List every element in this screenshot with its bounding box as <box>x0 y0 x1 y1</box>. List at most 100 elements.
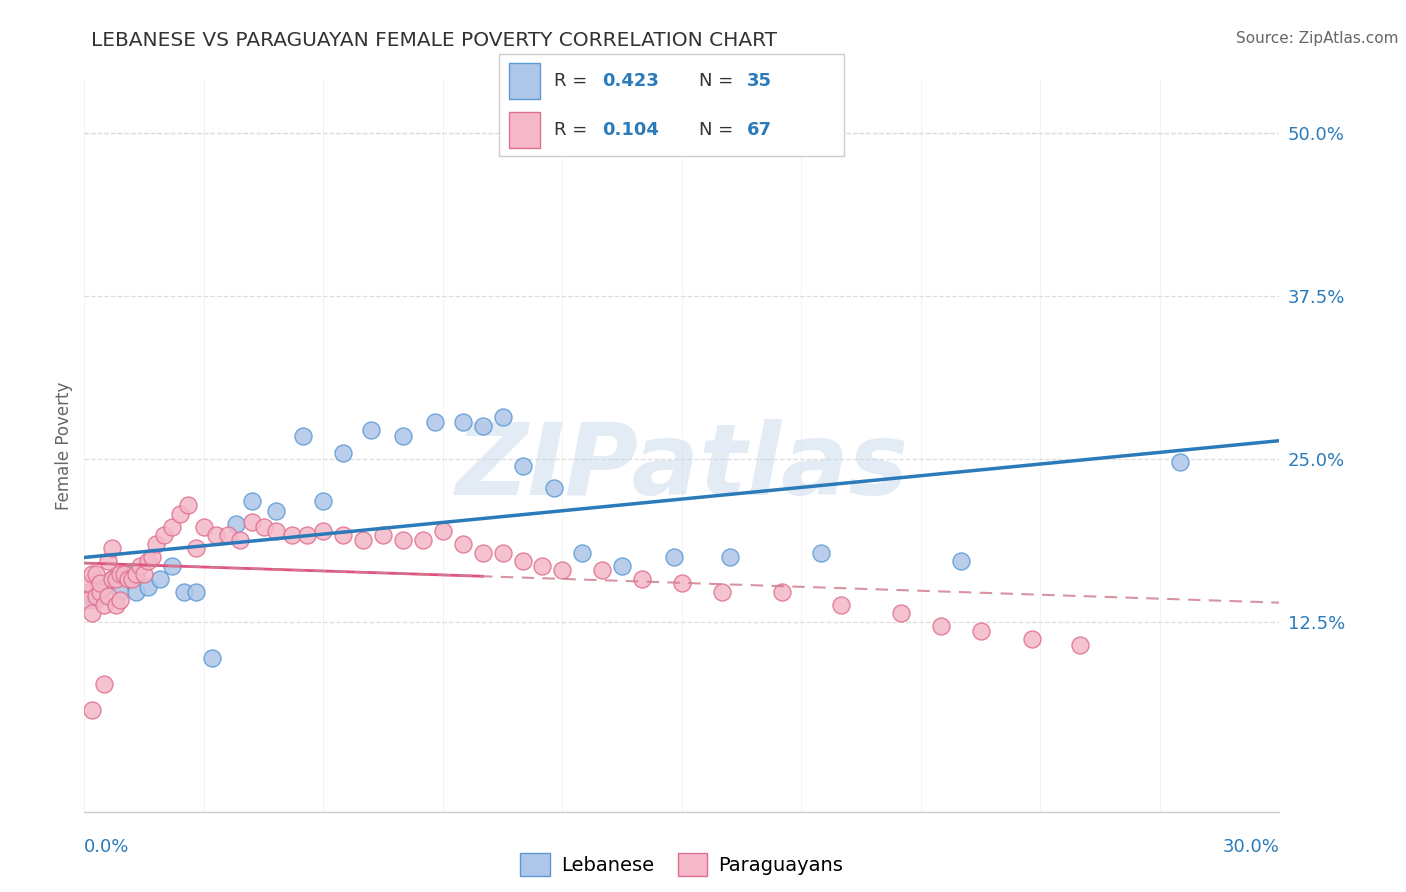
Point <box>451 416 474 430</box>
Point <box>86 593 108 607</box>
Point <box>217 528 239 542</box>
Point <box>160 520 183 534</box>
Point <box>101 541 124 555</box>
Point <box>451 537 474 551</box>
Point <box>373 528 395 542</box>
Text: 0.423: 0.423 <box>603 72 659 90</box>
Point <box>82 606 104 620</box>
Point <box>332 528 354 542</box>
Point <box>160 559 183 574</box>
Text: 0.104: 0.104 <box>603 121 659 139</box>
Point <box>890 606 912 620</box>
Point <box>512 554 534 568</box>
Point <box>93 580 115 594</box>
Point <box>145 537 167 551</box>
Point <box>423 416 446 430</box>
Text: R =: R = <box>554 72 593 90</box>
Point <box>77 589 100 603</box>
Point <box>97 589 120 603</box>
Point <box>662 549 685 564</box>
Point <box>93 676 115 690</box>
Point <box>571 546 593 560</box>
Point <box>810 546 832 560</box>
Point <box>240 515 263 529</box>
Point <box>1069 638 1091 652</box>
Point <box>471 419 494 434</box>
Point <box>125 585 148 599</box>
Point <box>830 599 852 613</box>
Point <box>117 572 139 586</box>
Point <box>82 585 104 599</box>
Text: Source: ZipAtlas.com: Source: ZipAtlas.com <box>1236 31 1399 46</box>
Point <box>718 549 741 564</box>
Point <box>492 410 515 425</box>
Point <box>332 445 354 459</box>
Point <box>93 599 115 613</box>
Point <box>132 567 156 582</box>
Point <box>392 533 415 547</box>
Point <box>77 576 100 591</box>
Point <box>543 481 565 495</box>
Point <box>710 585 733 599</box>
Point <box>82 567 104 582</box>
Point <box>970 624 993 639</box>
Point <box>82 703 104 717</box>
Point <box>264 524 287 538</box>
Point <box>1021 632 1043 647</box>
Point <box>471 546 494 560</box>
Point <box>949 554 972 568</box>
FancyBboxPatch shape <box>499 54 844 156</box>
Point <box>136 580 159 594</box>
Point <box>121 572 143 586</box>
Text: 35: 35 <box>747 72 772 90</box>
Point <box>531 559 554 574</box>
Point <box>101 572 124 586</box>
Point <box>153 528 176 542</box>
Point <box>253 520 276 534</box>
Text: 67: 67 <box>747 121 772 139</box>
Point <box>141 549 163 564</box>
Point <box>97 554 120 568</box>
Point <box>77 585 100 599</box>
Legend: Lebanese, Paraguayans: Lebanese, Paraguayans <box>510 843 853 886</box>
Point <box>205 528 228 542</box>
Point <box>110 593 132 607</box>
Point <box>512 458 534 473</box>
Point <box>136 554 159 568</box>
Point <box>591 563 613 577</box>
Text: N =: N = <box>699 121 740 139</box>
Point <box>280 528 302 542</box>
Point <box>77 593 100 607</box>
Point <box>149 572 172 586</box>
Point <box>432 524 454 538</box>
Point <box>129 559 152 574</box>
Point <box>264 504 287 518</box>
Point <box>110 567 132 582</box>
Point <box>631 572 654 586</box>
Point <box>86 567 108 582</box>
Point <box>184 541 207 555</box>
Point <box>110 585 132 599</box>
Point <box>184 585 207 599</box>
Point <box>173 585 195 599</box>
Point <box>392 428 415 442</box>
Point <box>671 576 693 591</box>
Point <box>125 567 148 582</box>
Text: N =: N = <box>699 72 740 90</box>
Point <box>101 572 124 586</box>
Y-axis label: Female Poverty: Female Poverty <box>55 382 73 510</box>
Text: LEBANESE VS PARAGUAYAN FEMALE POVERTY CORRELATION CHART: LEBANESE VS PARAGUAYAN FEMALE POVERTY CO… <box>91 31 778 50</box>
Point <box>117 567 139 582</box>
Point <box>1168 455 1191 469</box>
Text: 30.0%: 30.0% <box>1223 838 1279 855</box>
Point <box>225 517 247 532</box>
Point <box>112 567 135 582</box>
Point <box>169 507 191 521</box>
Point <box>177 498 200 512</box>
Point <box>360 423 382 437</box>
Point <box>312 494 335 508</box>
Point <box>89 585 111 599</box>
Point <box>551 563 574 577</box>
Text: 0.0%: 0.0% <box>84 838 129 855</box>
Point <box>193 520 215 534</box>
